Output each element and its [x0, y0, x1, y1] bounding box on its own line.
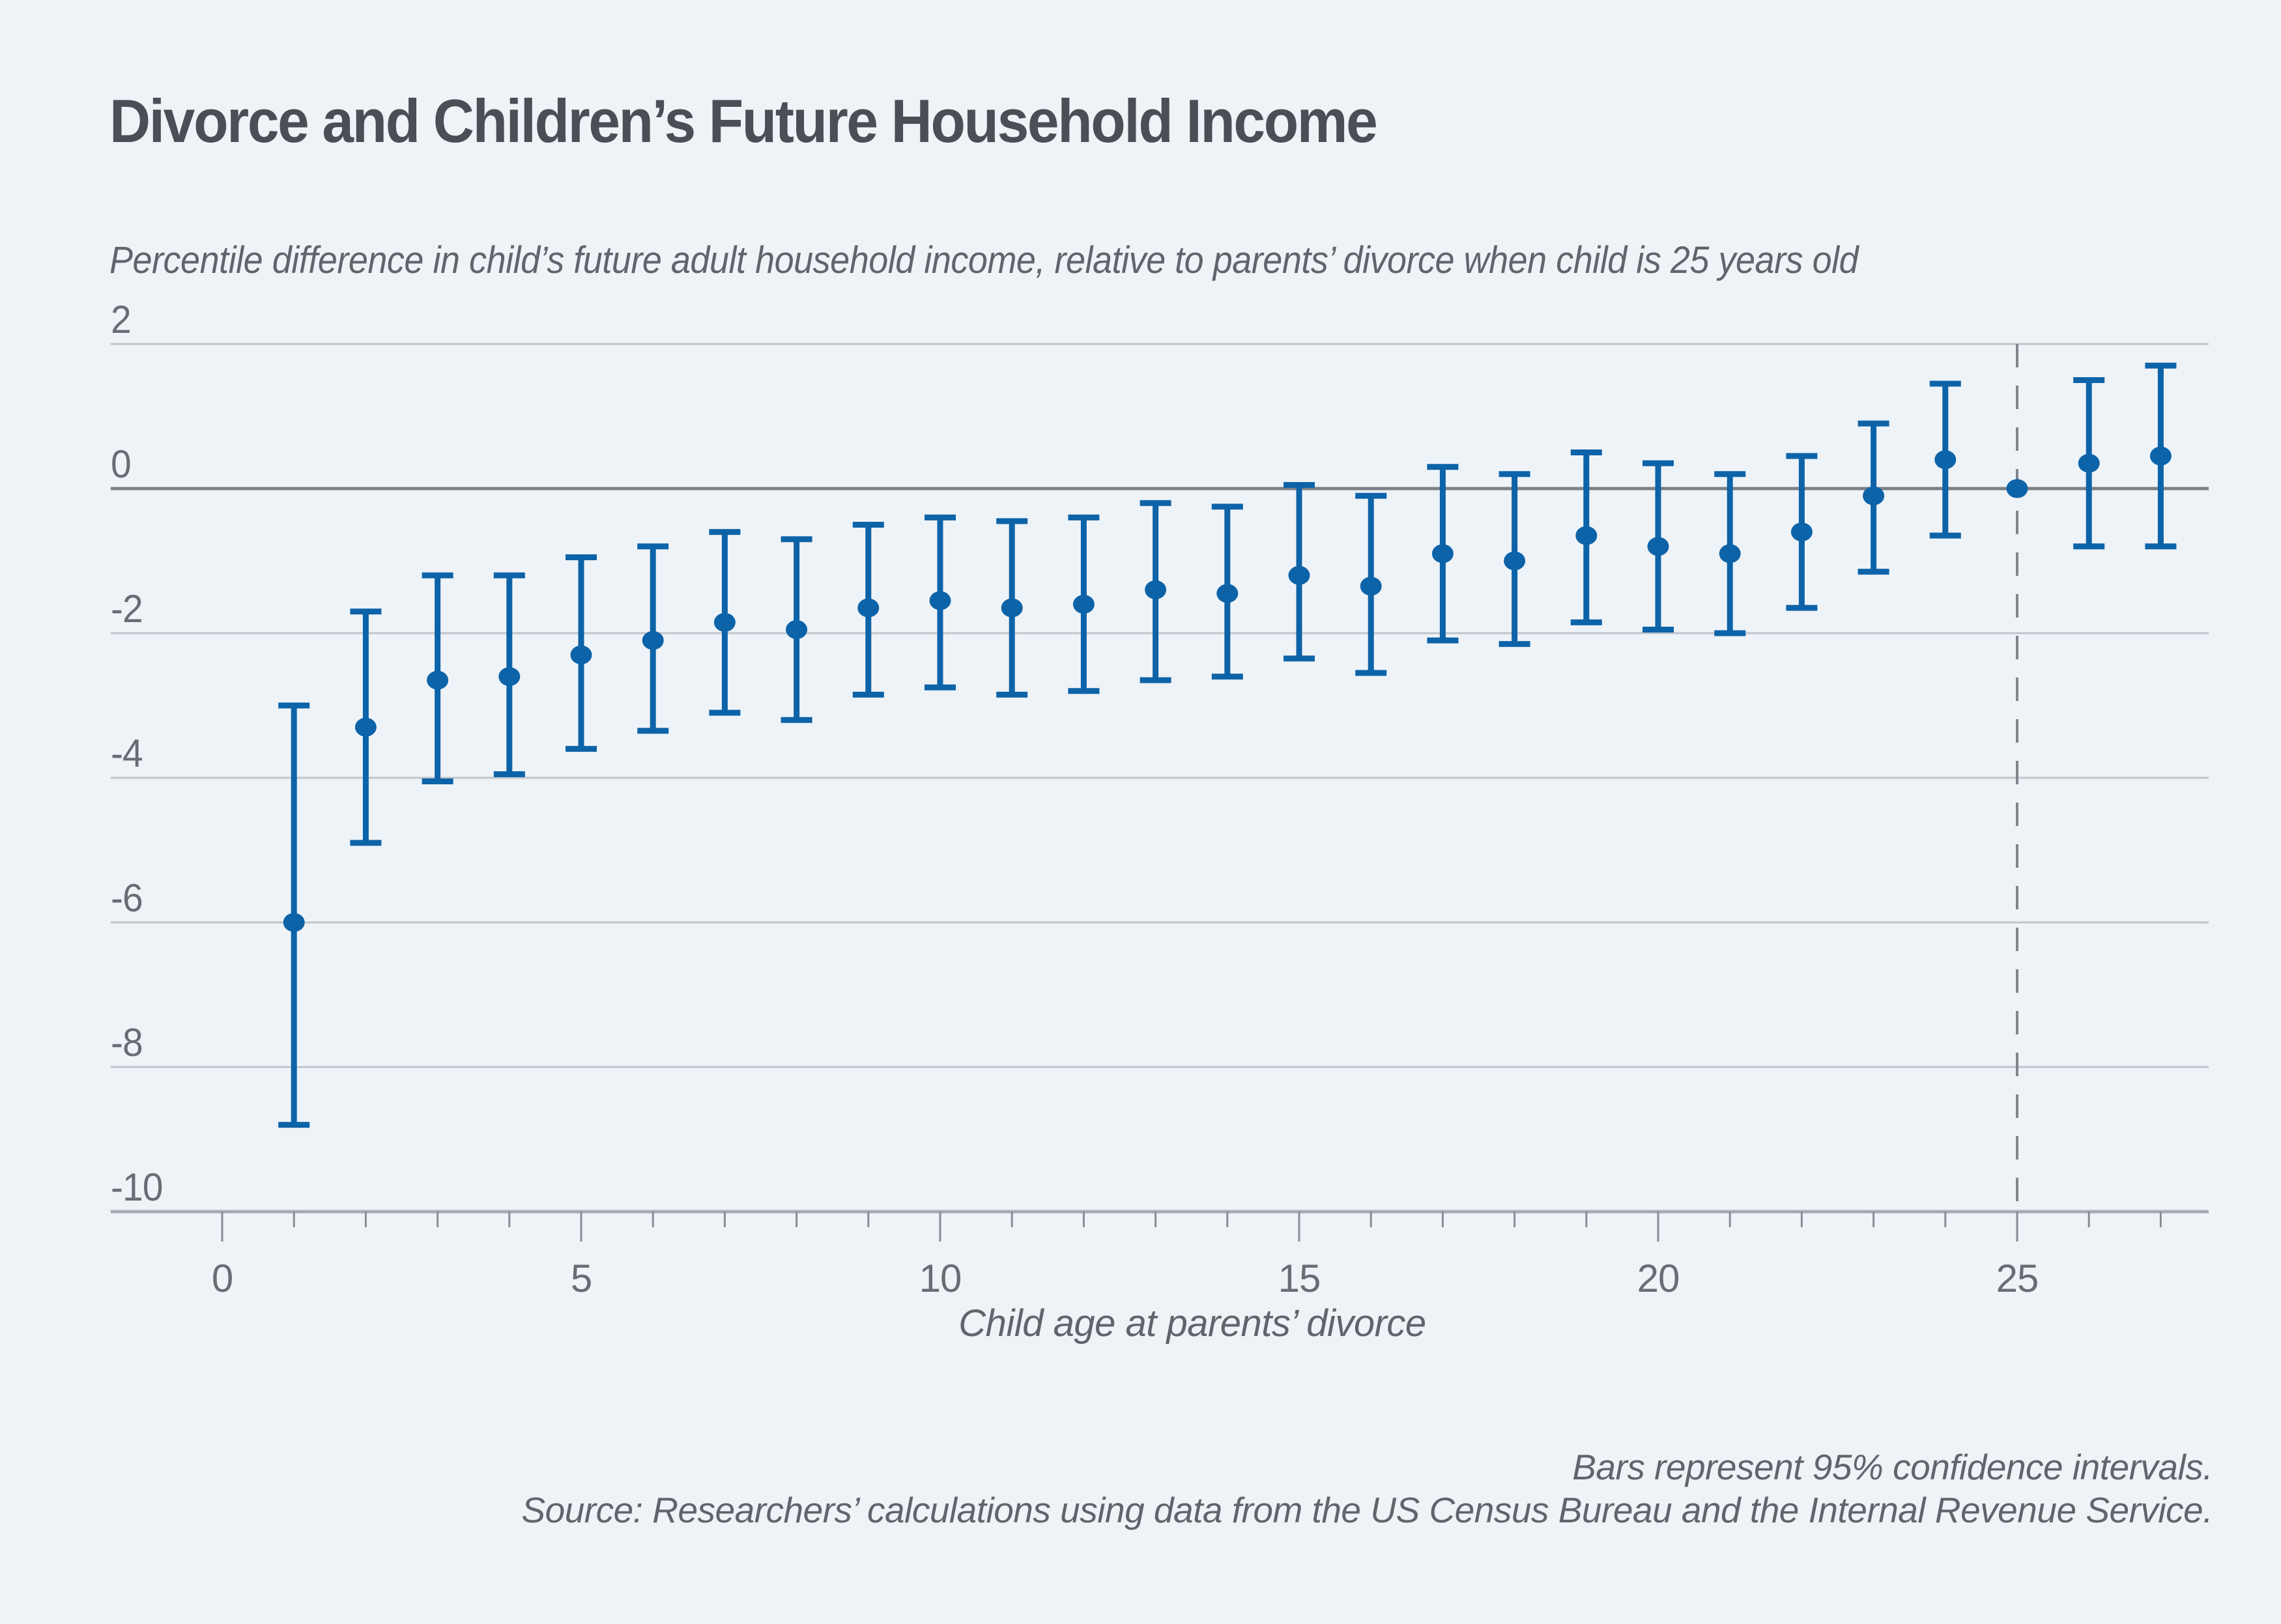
- data-point: [1790, 522, 1813, 542]
- data-point: [2149, 446, 2172, 466]
- y-tick-label: -4: [111, 732, 143, 775]
- x-tick-label: 0: [211, 1257, 233, 1300]
- x-axis-title: Child age at parents’ divorce: [958, 1302, 1426, 1345]
- reference-data-point: [2006, 479, 2028, 498]
- y-tick-label: -8: [111, 1021, 143, 1064]
- data-point: [1575, 526, 1598, 545]
- data-point: [1934, 450, 1957, 470]
- data-point: [713, 612, 736, 632]
- data-point: [1431, 544, 1454, 563]
- data-point: [857, 598, 880, 618]
- y-tick-label: 0: [111, 442, 132, 486]
- data-point: [1145, 580, 1167, 599]
- data-point: [1216, 584, 1239, 603]
- x-tick-label: 5: [570, 1257, 592, 1300]
- y-tick-label: 2: [111, 298, 132, 341]
- data-point: [427, 670, 449, 690]
- y-tick-label: -10: [111, 1165, 163, 1209]
- data-point: [570, 645, 592, 664]
- source-note: Source: Researchers’ calculations using …: [521, 1490, 2213, 1530]
- data-point: [1719, 544, 1741, 563]
- data-point: [1360, 577, 1382, 596]
- y-tick-label: -2: [111, 587, 143, 631]
- data-point: [498, 667, 521, 687]
- data-point: [642, 631, 664, 650]
- chart-title: Divorce and Children’s Future Household …: [109, 87, 1378, 155]
- data-point: [786, 620, 808, 639]
- x-tick-label: 20: [1637, 1257, 1680, 1300]
- data-point: [354, 717, 377, 737]
- data-point: [2078, 453, 2100, 473]
- x-tick-label: 25: [1996, 1257, 2039, 1300]
- data-point: [1647, 537, 1669, 556]
- data-point: [929, 591, 951, 610]
- chart-subtitle-y-axis-description: Percentile difference in child’s future …: [109, 239, 1859, 281]
- data-point: [1863, 486, 1885, 506]
- data-point: [1504, 551, 1526, 571]
- x-tick-label: 10: [919, 1257, 962, 1300]
- x-tick-label: 15: [1278, 1257, 1321, 1300]
- confidence-interval-note: Bars represent 95% confidence intervals.: [1572, 1447, 2213, 1487]
- data-point: [1072, 595, 1095, 614]
- data-point: [1288, 565, 1310, 585]
- y-tick-label: -6: [111, 876, 143, 920]
- data-point: [1001, 598, 1023, 618]
- data-point: [283, 913, 305, 932]
